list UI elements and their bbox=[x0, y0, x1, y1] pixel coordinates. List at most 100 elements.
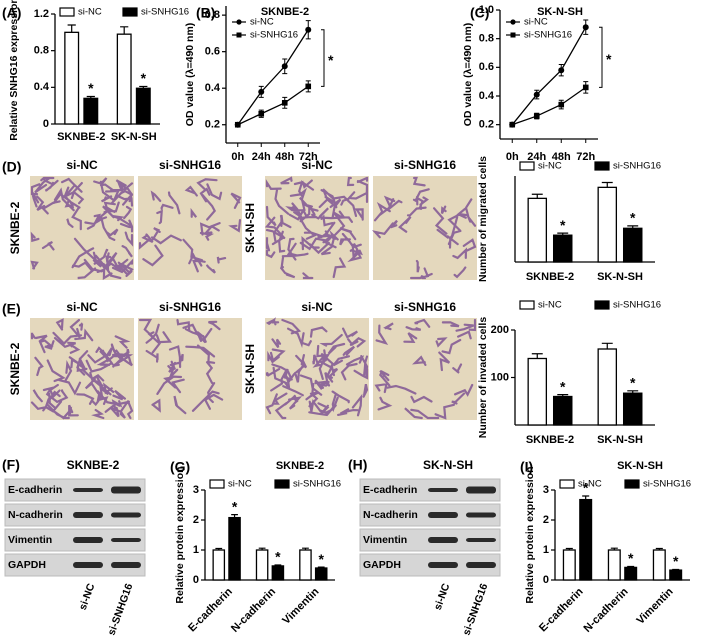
legend-label: si-NC bbox=[78, 7, 102, 18]
bar bbox=[622, 227, 643, 263]
column-label: si-NC bbox=[66, 158, 98, 172]
point bbox=[558, 67, 565, 74]
legend-swatch bbox=[519, 300, 535, 310]
lane-label: si-NC bbox=[77, 581, 98, 611]
blot-title: SK-N-SH bbox=[423, 458, 473, 472]
legend-label: si-SNHG16 bbox=[141, 7, 189, 18]
significance: * bbox=[560, 378, 566, 394]
significance: * bbox=[628, 550, 634, 566]
bar bbox=[228, 516, 241, 581]
x-tick-label: SK-N-SH bbox=[111, 131, 157, 143]
x-tick-label: SK-N-SH bbox=[597, 271, 643, 283]
y-tick-label: 1 bbox=[543, 544, 549, 556]
y-tick-label: 0.8 bbox=[34, 45, 49, 57]
protein-label: GAPDH bbox=[363, 559, 401, 571]
line bbox=[512, 86, 587, 126]
significance: * bbox=[673, 553, 679, 569]
bar bbox=[255, 549, 269, 581]
x-tick-label: N-cadherin bbox=[229, 586, 278, 635]
blot-title: SKNBE-2 bbox=[67, 458, 120, 472]
legend-marker bbox=[236, 19, 242, 25]
blot-band bbox=[466, 512, 496, 518]
legend-label: si-NC bbox=[578, 479, 602, 490]
column-label: si-SNHG16 bbox=[159, 158, 221, 172]
legend-marker bbox=[510, 32, 516, 38]
blot-band bbox=[466, 562, 496, 568]
point bbox=[533, 113, 540, 119]
point bbox=[305, 83, 312, 90]
column-label: si-SNHG16 bbox=[394, 158, 456, 172]
cell-line-label: SKNBE-2 bbox=[8, 342, 22, 395]
significance: * bbox=[328, 52, 334, 68]
x-tick-label: 72h bbox=[576, 151, 595, 163]
x-tick-label: E-cadherin bbox=[537, 586, 586, 635]
y-tick-label: 0 bbox=[543, 574, 549, 586]
significance: * bbox=[630, 375, 636, 391]
bar bbox=[299, 549, 312, 581]
line bbox=[237, 85, 309, 126]
legend-label: si-SNHG16 bbox=[643, 479, 691, 490]
panel-label: (E) bbox=[2, 301, 21, 317]
y-tick-label: 0.6 bbox=[479, 61, 494, 73]
bar bbox=[552, 234, 573, 263]
bar bbox=[64, 31, 80, 125]
blot-band bbox=[111, 538, 141, 542]
panel-label: (I) bbox=[520, 459, 533, 475]
y-tick-label: 0.2 bbox=[479, 119, 494, 131]
bar bbox=[652, 549, 666, 581]
y-tick-label: 0.6 bbox=[205, 46, 220, 58]
point bbox=[258, 110, 265, 117]
x-tick-label: E-cadherin bbox=[186, 586, 235, 635]
y-axis-label: OD value (λ=490 nm) bbox=[462, 23, 474, 127]
protein-label: GAPDH bbox=[8, 559, 46, 571]
x-tick-label: 72h bbox=[299, 151, 318, 163]
chart-title: SKNBE-2 bbox=[276, 460, 324, 472]
x-tick-label: SKNBE-2 bbox=[57, 131, 105, 143]
legend-swatch bbox=[209, 479, 225, 489]
column-label: si-NC bbox=[66, 300, 98, 314]
legend-swatch bbox=[559, 479, 575, 489]
legend-swatch bbox=[274, 479, 290, 489]
column-label: si-SNHG16 bbox=[394, 300, 456, 314]
bar bbox=[579, 498, 593, 581]
significance: * bbox=[141, 70, 147, 86]
legend-marker bbox=[236, 32, 242, 38]
line bbox=[511, 26, 587, 126]
legend-swatch bbox=[122, 7, 138, 17]
bar bbox=[212, 549, 226, 581]
y-axis-label: Relative SNHG16 expression bbox=[8, 0, 20, 141]
blot-band bbox=[73, 512, 103, 518]
x-tick-label: SKNBE-2 bbox=[526, 271, 574, 283]
y-tick-label: 0.2 bbox=[205, 119, 220, 131]
y-tick-label: 2 bbox=[543, 514, 549, 526]
cell-staining bbox=[264, 176, 369, 280]
error-bar bbox=[531, 353, 543, 359]
chart-title: SKNBE-2 bbox=[261, 6, 309, 18]
legend-swatch bbox=[594, 300, 610, 310]
cell-staining bbox=[138, 318, 224, 415]
legend-marker bbox=[510, 19, 516, 25]
x-tick-label: Vimentin bbox=[280, 586, 321, 627]
protein-label: N-cadherin bbox=[8, 509, 63, 521]
y-tick-label: 100 bbox=[491, 371, 509, 383]
point bbox=[558, 101, 565, 108]
column-label: si-NC bbox=[301, 300, 333, 314]
panel-label: (C) bbox=[470, 5, 489, 21]
bar bbox=[271, 565, 285, 581]
bar bbox=[527, 357, 548, 426]
bar bbox=[135, 87, 151, 125]
protein-label: Vimentin bbox=[363, 534, 407, 546]
significance: * bbox=[560, 217, 566, 233]
significance: * bbox=[606, 51, 612, 67]
legend-label: si-NC bbox=[524, 17, 548, 28]
y-axis-label: Number of migrated cells bbox=[477, 156, 489, 282]
error-bar bbox=[67, 24, 76, 33]
y-tick-label: 2 bbox=[193, 514, 199, 526]
chart-title: SK-N-SH bbox=[617, 460, 663, 472]
cell-staining bbox=[138, 178, 242, 274]
y-tick-label: 0.4 bbox=[205, 82, 221, 94]
cell-line-label: SK-N-SH bbox=[243, 203, 257, 253]
protein-label: N-cadherin bbox=[363, 509, 418, 521]
blot-band bbox=[428, 562, 458, 568]
cell-staining bbox=[30, 176, 134, 280]
